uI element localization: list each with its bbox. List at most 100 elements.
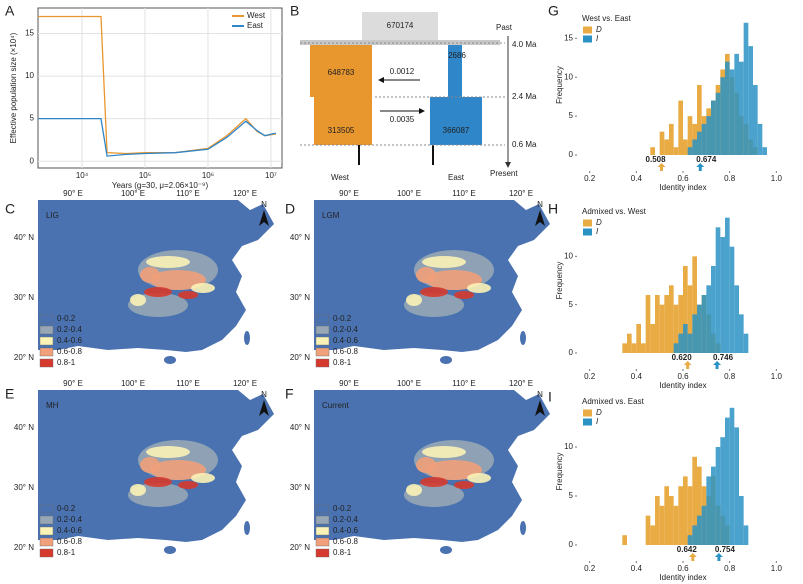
suitability-patch (144, 287, 172, 297)
histogram-bar (697, 85, 702, 155)
lat-label: 40° N (290, 233, 310, 242)
lon-label: 90° E (63, 379, 83, 388)
lat-label: 20° N (290, 543, 310, 552)
x-tick-label: 10⁴ (76, 171, 89, 180)
histogram-bar (734, 53, 739, 156)
x-tick-label: 0.2 (584, 174, 596, 183)
lon-label: 110° E (176, 379, 200, 388)
marker-label: 0.674 (696, 155, 717, 164)
x-tick-label: 0.4 (631, 564, 643, 573)
lat-label: 20° N (290, 353, 310, 362)
island (164, 356, 176, 364)
histogram-bar (715, 92, 721, 155)
legend-label: West (247, 11, 266, 20)
island (440, 356, 452, 364)
marker-arrow (657, 163, 666, 171)
histogram-bar (687, 116, 693, 155)
legend-label: 0.2-0.4 (57, 515, 82, 524)
suitability-patch (146, 256, 190, 268)
histogram-bar (743, 525, 749, 545)
x-tick-label: 1.0 (771, 564, 783, 573)
legend-swatch (39, 537, 54, 547)
lon-label: 120° E (509, 189, 533, 198)
marker-label: 0.620 (672, 353, 693, 362)
histogram-bar (669, 123, 674, 155)
histogram-bar (669, 496, 674, 545)
legend-label: 0-0.2 (333, 504, 352, 513)
histogram-bar (659, 131, 665, 155)
x-tick-label: 0.8 (724, 564, 736, 573)
map: LGM N 90° E 100° E 110° E 120° E 40° N 30° N 20°… (290, 189, 550, 368)
legend-label: 0-0.2 (57, 504, 76, 513)
suitability-patch (140, 457, 160, 473)
legend-swatch (315, 358, 330, 368)
histogram-bar (627, 333, 632, 353)
histogram-bar (720, 437, 725, 545)
map: Current N 90° E 100° E 110° E 120° E 40° N 30° … (290, 379, 550, 558)
suitability-patch (416, 457, 436, 473)
panel-letter: D (285, 201, 295, 217)
histogram-bar (734, 285, 739, 353)
histogram-bar (683, 476, 688, 545)
y-axis-label: Frequency (555, 453, 564, 491)
histogram-bar (683, 139, 688, 155)
legend-label: 0.8-1 (333, 548, 352, 557)
y-tick-label: 0 (569, 540, 574, 549)
histogram-bar (683, 266, 688, 353)
time-label: 4.0 Ma (512, 40, 537, 49)
west-ancient-block (310, 45, 372, 97)
histogram-bar (659, 304, 665, 353)
x-tick-label: 0.6 (677, 174, 689, 183)
histogram-bar (725, 61, 730, 155)
island (244, 521, 250, 535)
lon-label: 110° E (452, 379, 476, 388)
map-title: Current (322, 401, 349, 410)
migration-rate: 0.0035 (390, 115, 415, 124)
suitability-patch (426, 270, 482, 290)
histogram-bar (631, 343, 637, 353)
time-label: Present (490, 169, 518, 178)
legend-label: 0.4-0.6 (57, 526, 82, 535)
marker-label: 0.508 (646, 155, 667, 164)
suitability-patch (422, 256, 466, 268)
lon-label: 100° E (397, 379, 421, 388)
island (244, 331, 250, 345)
legend-label: 0.8-1 (333, 358, 352, 367)
legend-label: 0.6-0.8 (333, 537, 358, 546)
histogram-bar (692, 139, 697, 155)
suitability-patch (426, 460, 482, 480)
y-axis-label: Frequency (555, 66, 564, 104)
histogram-bar (715, 227, 721, 353)
arrow-head (378, 77, 384, 83)
suitability-patch (467, 473, 491, 483)
suitability-patch (130, 294, 146, 306)
histogram-bar (697, 515, 702, 545)
panel-letter: G (548, 3, 559, 19)
legend-swatch (39, 526, 54, 536)
x-tick-label: 10⁷ (265, 171, 277, 180)
histogram-bar (687, 285, 693, 353)
histogram-bar (711, 100, 716, 155)
histogram-bar (748, 46, 753, 155)
histogram-bar (715, 447, 721, 545)
histogram-bar (687, 486, 693, 545)
histogram-bar (641, 343, 646, 353)
marker-label: 0.746 (713, 353, 734, 362)
legend-label: 0.2-0.4 (333, 325, 358, 334)
histogram-bar (739, 61, 744, 155)
legend-swatch (39, 515, 54, 525)
histogram-bar (734, 427, 739, 545)
map: MH N 90° E 100° E 110° E 120° E 40° N 30° N 20° … (14, 379, 274, 558)
histogram-bar (650, 525, 655, 545)
legend-label: 0.4-0.6 (333, 526, 358, 535)
panel-letter: E (5, 386, 14, 402)
arrow-head (419, 108, 425, 114)
histogram-bar (678, 295, 683, 353)
west-recent-size: 313505 (328, 126, 355, 135)
series-line (38, 117, 277, 157)
lon-label: 110° E (176, 189, 200, 198)
histogram-bar (664, 139, 669, 155)
legend-swatch (39, 504, 54, 514)
legend-swatch (39, 358, 54, 368)
histogram-bar (683, 324, 688, 353)
